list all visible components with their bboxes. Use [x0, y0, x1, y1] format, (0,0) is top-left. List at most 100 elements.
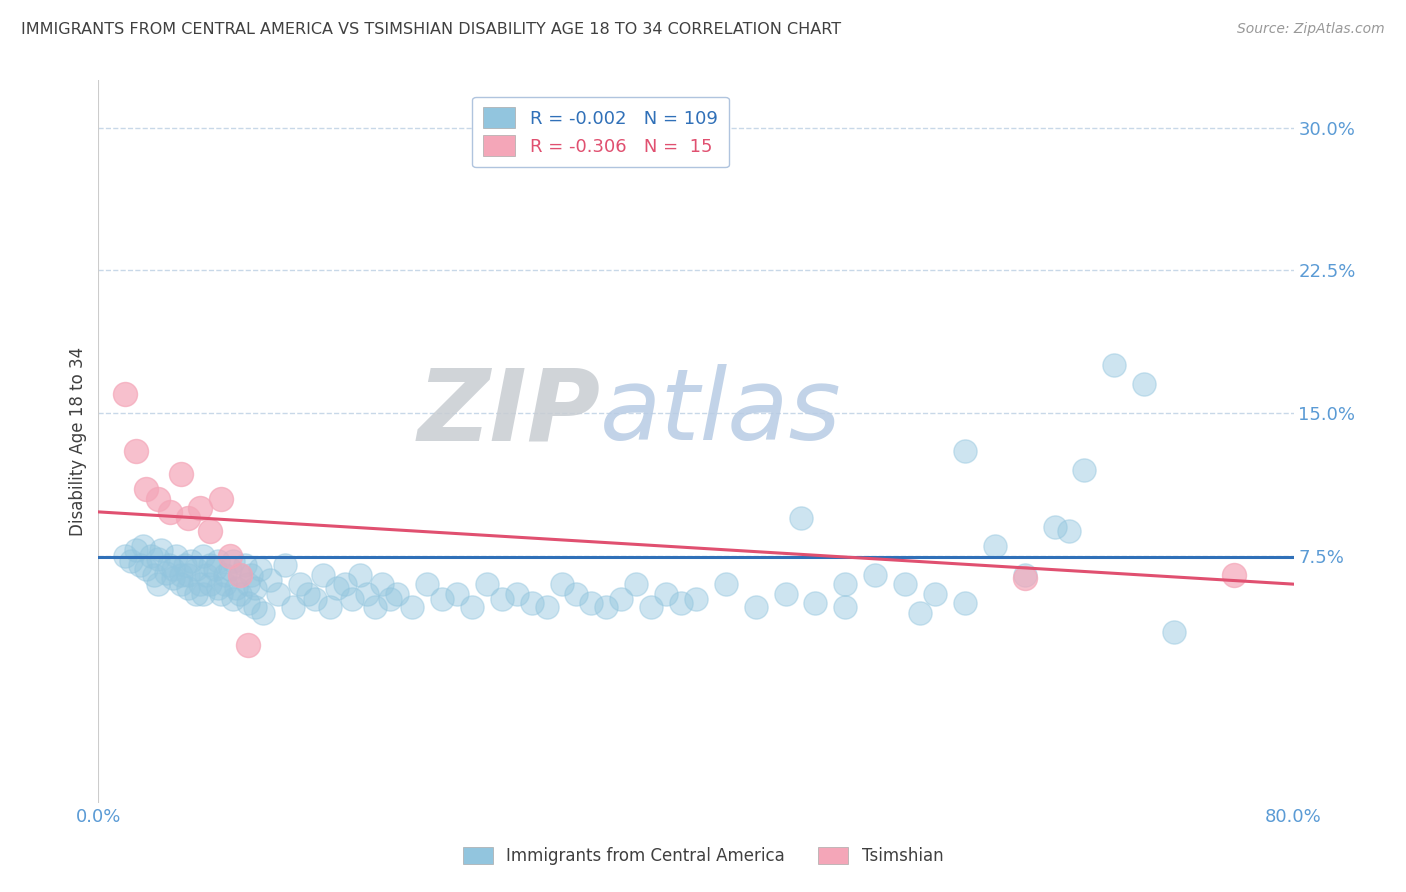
- Point: [378, 592, 401, 607]
- Point: [252, 606, 274, 620]
- Point: [669, 596, 692, 610]
- Point: [1104, 359, 1126, 373]
- Point: [908, 606, 931, 620]
- Point: [165, 549, 187, 563]
- Point: [233, 558, 256, 573]
- Point: [333, 577, 356, 591]
- Point: [371, 577, 394, 591]
- Point: [184, 562, 207, 576]
- Point: [249, 562, 271, 576]
- Point: [475, 577, 498, 591]
- Point: [191, 549, 214, 563]
- Point: [789, 510, 811, 524]
- Point: [267, 587, 290, 601]
- Point: [924, 587, 946, 601]
- Point: [834, 577, 856, 591]
- Point: [169, 577, 191, 591]
- Text: ZIP: ZIP: [418, 364, 600, 461]
- Point: [245, 581, 267, 595]
- Point: [894, 577, 917, 591]
- Point: [356, 587, 378, 601]
- Point: [155, 566, 177, 580]
- Point: [349, 567, 371, 582]
- Point: [177, 510, 200, 524]
- Point: [446, 587, 468, 601]
- Point: [745, 599, 768, 614]
- Point: [1133, 377, 1156, 392]
- Point: [236, 577, 259, 591]
- Point: [565, 587, 588, 601]
- Point: [297, 587, 319, 601]
- Point: [274, 558, 297, 573]
- Point: [184, 587, 207, 601]
- Point: [385, 587, 409, 601]
- Point: [195, 567, 218, 582]
- Point: [142, 567, 165, 582]
- Point: [209, 491, 232, 506]
- Point: [150, 542, 173, 557]
- Point: [225, 581, 247, 595]
- Point: [245, 599, 267, 614]
- Point: [222, 554, 245, 568]
- Point: [1163, 624, 1185, 639]
- Point: [610, 592, 633, 607]
- Point: [430, 592, 453, 607]
- Point: [177, 567, 200, 582]
- Point: [169, 567, 191, 582]
- Point: [236, 638, 259, 652]
- Text: atlas: atlas: [600, 364, 842, 461]
- Point: [180, 554, 202, 568]
- Point: [401, 599, 423, 614]
- Point: [162, 571, 184, 585]
- Point: [304, 592, 326, 607]
- Point: [1073, 463, 1095, 477]
- Point: [984, 539, 1007, 553]
- Point: [229, 567, 252, 582]
- Point: [207, 581, 229, 595]
- Point: [204, 562, 226, 576]
- Point: [200, 558, 222, 573]
- Point: [148, 491, 170, 506]
- Point: [259, 574, 281, 588]
- Point: [132, 539, 155, 553]
- Point: [191, 587, 214, 601]
- Point: [311, 567, 333, 582]
- Point: [281, 599, 304, 614]
- Point: [229, 567, 252, 582]
- Text: IMMIGRANTS FROM CENTRAL AMERICA VS TSIMSHIAN DISABILITY AGE 18 TO 34 CORRELATION: IMMIGRANTS FROM CENTRAL AMERICA VS TSIMS…: [21, 22, 841, 37]
- Point: [148, 552, 170, 566]
- Point: [865, 567, 887, 582]
- Point: [222, 592, 245, 607]
- Point: [953, 596, 976, 610]
- Point: [114, 549, 136, 563]
- Point: [135, 562, 157, 576]
- Point: [685, 592, 707, 607]
- Point: [1043, 520, 1066, 534]
- Point: [200, 577, 222, 591]
- Legend: R = -0.002   N = 109, R = -0.306   N =  15: R = -0.002 N = 109, R = -0.306 N = 15: [472, 96, 728, 167]
- Point: [1223, 567, 1246, 582]
- Point: [125, 444, 148, 458]
- Point: [953, 444, 976, 458]
- Point: [129, 558, 152, 573]
- Point: [640, 599, 662, 614]
- Point: [319, 599, 342, 614]
- Point: [114, 387, 136, 401]
- Point: [188, 501, 211, 516]
- Point: [120, 554, 142, 568]
- Point: [219, 549, 242, 563]
- Point: [595, 599, 617, 614]
- Point: [550, 577, 572, 591]
- Legend: Immigrants from Central America, Tsimshian: Immigrants from Central America, Tsimshi…: [453, 837, 953, 875]
- Y-axis label: Disability Age 18 to 34: Disability Age 18 to 34: [69, 347, 87, 536]
- Point: [506, 587, 529, 601]
- Point: [1059, 524, 1081, 538]
- Point: [236, 596, 259, 610]
- Point: [125, 542, 148, 557]
- Point: [342, 592, 364, 607]
- Text: Source: ZipAtlas.com: Source: ZipAtlas.com: [1237, 22, 1385, 37]
- Point: [626, 577, 648, 591]
- Point: [135, 482, 157, 496]
- Point: [520, 596, 543, 610]
- Point: [209, 587, 232, 601]
